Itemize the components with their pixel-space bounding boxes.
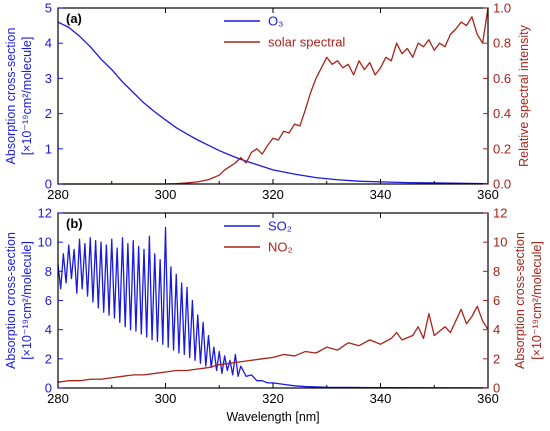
x-tick-label: 340 — [370, 391, 392, 406]
y-left-tick-label: 5 — [45, 1, 52, 16]
legend-label: NO₂ — [268, 240, 293, 255]
x-axis-title: Wavelength [nm] — [226, 410, 319, 424]
y-left-tick-label: 10 — [38, 235, 52, 250]
y-left-axis-title: Absorption cross-section — [4, 232, 18, 369]
y-left-tick-label: 4 — [45, 322, 52, 337]
y-right-tick-label: 0.8 — [493, 36, 511, 51]
y-left-tick-label: 8 — [45, 264, 52, 279]
y-right-tick-label: 8 — [493, 264, 500, 279]
x-tick-label: 360 — [477, 187, 499, 202]
y-right-tick-label: 1.0 — [493, 1, 511, 16]
y-left-axis-unit: [×10⁻¹⁹cm²/molecule] — [20, 241, 34, 360]
legend-label: SO₂ — [268, 219, 292, 234]
y-left-axis-title: Absorption cross-section — [4, 28, 18, 165]
y-right-tick-label: 6 — [493, 293, 500, 308]
x-tick-label: 340 — [370, 187, 392, 202]
legend-label: solar spectral — [268, 35, 345, 50]
chart-panel-b: 280 300 320 340 360024681012024681012(b)Abso… — [4, 206, 544, 425]
x-tick-label: 280 — [47, 187, 69, 202]
y-right-tick-label: 0.4 — [493, 106, 511, 121]
y-left-tick-label: 2 — [45, 106, 52, 121]
legend-label: O₃ — [268, 14, 283, 29]
y-left-tick-label: 2 — [45, 351, 52, 366]
y-left-tick-label: 3 — [45, 71, 52, 86]
x-tick-label: 360 — [477, 391, 499, 406]
y-left-tick-label: 0 — [45, 381, 52, 396]
y-right-tick-label: 0 — [493, 381, 500, 396]
y-right-tick-label: 2 — [493, 351, 500, 366]
x-tick-label: 320 — [262, 187, 284, 202]
x-tick-label: 280 — [47, 391, 69, 406]
x-tick-label: 320 — [262, 391, 284, 406]
y-left-tick-label: 12 — [38, 206, 52, 221]
y-left-axis-unit: [×10⁻¹⁹cm²/molecule] — [20, 37, 34, 156]
panel-label: (b) — [66, 216, 83, 231]
y-right-tick-label: 4 — [493, 322, 500, 337]
series-line-blue — [57, 21, 489, 185]
series-line-blue — [57, 226, 489, 389]
y-right-tick-label: 0.0 — [493, 177, 511, 192]
chart-panel-a: 280 300 320 340 360 0 1 2 3 4 5 0.0 0.2 0.4 0.6 0.8 1.0 (… — [4, 1, 531, 203]
y-right-axis-title: Absorption cross-section — [513, 232, 527, 369]
series-line-red — [58, 7, 489, 185]
y-left-tick-label: 0 — [45, 177, 52, 192]
y-right-tick-label: 0.6 — [493, 71, 511, 86]
y-left-tick-label: 4 — [45, 36, 52, 51]
panel-label: (a) — [66, 11, 82, 26]
y-right-tick-label: 0.2 — [493, 141, 511, 156]
y-right-axis-unit: [×10⁻¹⁹cm²/molecule] — [530, 241, 544, 360]
y-right-tick-label: 12 — [493, 206, 507, 221]
y-right-tick-label: 10 — [493, 235, 507, 250]
x-tick-label: 300 — [155, 391, 177, 406]
y-left-tick-label: 1 — [45, 141, 52, 156]
x-tick-label: 300 — [155, 187, 177, 202]
y-right-axis-title: Relative spectral intensity — [517, 24, 531, 166]
y-left-tick-label: 6 — [45, 293, 52, 308]
series-line-red — [57, 305, 489, 383]
